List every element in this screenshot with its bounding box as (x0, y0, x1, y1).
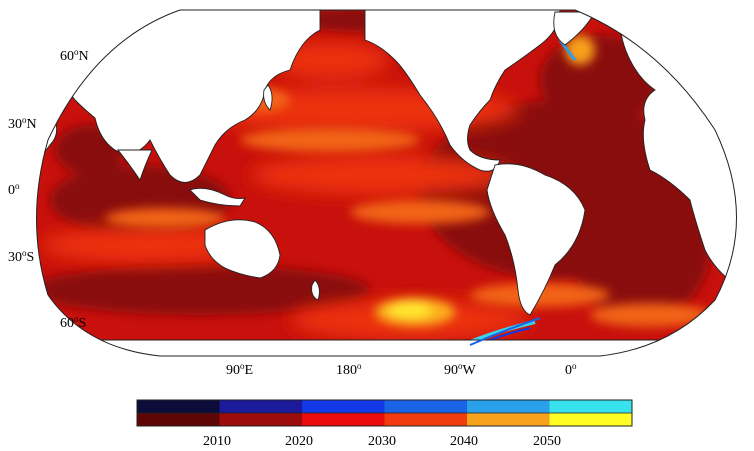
ocean-field (36, 10, 737, 356)
lat-label-60n: 60oN (60, 47, 89, 64)
colorbar-bottom-segment-3 (384, 413, 468, 426)
colorbar-top-segment-0 (137, 400, 220, 413)
colorbar (136, 399, 633, 427)
colorbar-top-segment-5 (549, 400, 633, 413)
lon-label-90e: 90oE (226, 361, 254, 378)
north-america (364, 10, 561, 172)
south-america (486, 163, 586, 316)
colorbar-top-segment-4 (467, 400, 550, 413)
globe-outline (36, 9, 737, 357)
colorbar-bottom-segment-4 (467, 413, 550, 426)
lat-label-30s: 30oS (8, 248, 35, 265)
se-asia-islands (189, 187, 246, 207)
colorbar-top-segment-1 (219, 400, 303, 413)
lat-label-30n: 30oN (8, 115, 37, 132)
japan (263, 84, 273, 111)
colorbar-top-segment-3 (384, 400, 468, 413)
colorbar-top-row (137, 400, 633, 413)
colorbar-bottom-row (137, 413, 633, 426)
greenland (553, 11, 596, 46)
colorbar-bottom-segment-1 (219, 413, 303, 426)
antarctic-coast-band (469, 317, 541, 346)
australia (204, 219, 281, 279)
continents (36, 10, 737, 356)
colorbar-tick-2040: 2040 (450, 434, 478, 449)
colorbar-tick-2020: 2020 (285, 434, 313, 449)
colorbar-top-segment-2 (302, 400, 385, 413)
lon-label-0: 0o (565, 361, 577, 378)
colorbar-tick-2030: 2030 (368, 434, 396, 449)
india (117, 149, 153, 182)
lon-label-180: 180o (336, 361, 362, 378)
colorbar-bottom-segment-5 (549, 413, 633, 426)
new-zealand (311, 279, 320, 301)
colorbar-tick-2010: 2010 (203, 434, 231, 449)
colorbar-bottom-segment-0 (137, 413, 220, 426)
colorbar-bottom-segment-2 (302, 413, 385, 426)
colorbar-tick-2050: 2050 (533, 434, 561, 449)
lat-label-60s: 60oS (60, 314, 87, 331)
lon-label-90w: 90oW (444, 361, 476, 378)
lat-label-0: 0o (8, 181, 20, 198)
antarctica (36, 339, 737, 356)
